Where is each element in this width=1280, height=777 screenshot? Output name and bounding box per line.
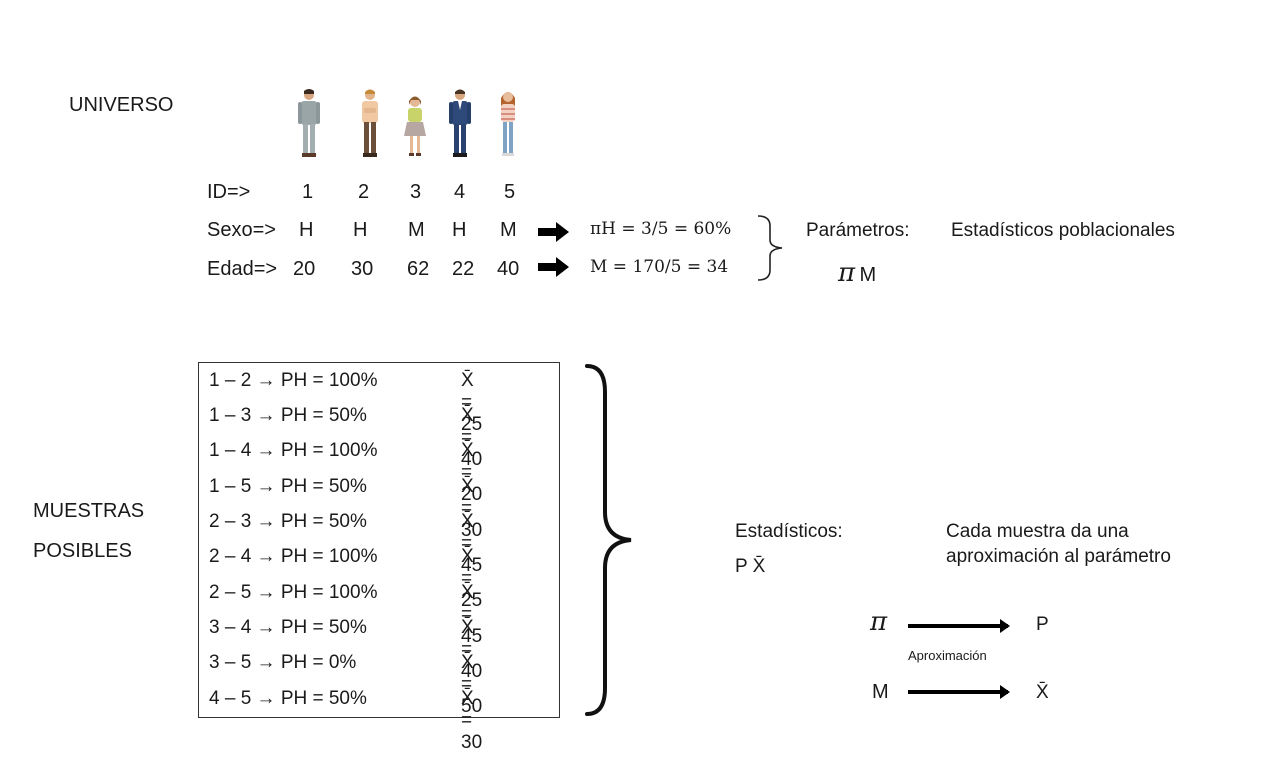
table-row: 1 – 3 → PH = 50% X̄ = 40: [209, 405, 482, 470]
table-row: 1 – 4 → PH = 100% X̄ = 20: [209, 440, 482, 505]
sample-pair: 2 – 5 → PH = 100%: [209, 582, 378, 603]
edad-label: Edad=>: [207, 258, 278, 280]
id-value: 4: [454, 181, 466, 203]
sexo-value: H: [353, 219, 368, 241]
approximation-arrow-icon: [908, 619, 1010, 633]
right-brace-icon: [757, 215, 783, 281]
edad-value: 40: [497, 258, 520, 280]
approximation-arrow-icon: [908, 685, 1010, 699]
sample-pair: 1 – 3 → PH = 50%: [209, 405, 367, 426]
right-arrow-icon: [538, 222, 569, 242]
sample-mean: X̄ = 30: [461, 476, 483, 541]
sample-pair: 2 – 3 → PH = 50%: [209, 511, 367, 532]
pi-symbol: π: [870, 607, 888, 637]
man-gray-suit-icon: [296, 88, 322, 165]
sample-mean: X̄ = 40: [461, 405, 483, 470]
table-row: 2 – 5 → PH = 100% X̄ = 45: [209, 582, 482, 647]
sample-mean: X̄ = 45: [461, 511, 483, 576]
man-blue-suit-icon: [448, 88, 472, 165]
xbar-symbol: X̄: [1036, 682, 1049, 703]
note-line1: Cada muestra da una: [946, 521, 1129, 542]
woman-striped-icon: [496, 88, 520, 165]
sample-pair: 3 – 4 → PH = 50%: [209, 617, 367, 638]
population-statistics-label: Estadísticos poblacionales: [951, 220, 1175, 241]
table-row: 1 – 2 → PH = 100% X̄ = 25: [209, 370, 482, 435]
table-row: 4 – 5 → PH = 50% X̄ = 30: [209, 688, 482, 753]
table-row: 1 – 5 → PH = 50% X̄ = 30: [209, 476, 482, 541]
table-row: 2 – 4 → PH = 100% X̄ = 25: [209, 546, 482, 611]
approximation-label: Aproximación: [908, 648, 987, 663]
universe-title: UNIVERSO: [69, 94, 174, 116]
table-row: 2 – 3 → PH = 50% X̄ = 45: [209, 511, 482, 576]
sample-pair: 1 – 2 → PH = 100%: [209, 370, 378, 391]
sample-pair: 2 – 4 → PH = 100%: [209, 546, 378, 567]
edad-value: 62: [407, 258, 430, 280]
table-row: 3 – 5 → PH = 0% X̄ = 50: [209, 652, 482, 717]
note-line2: aproximación al parámetro: [946, 546, 1171, 567]
sample-pair: 3 – 5 → PH = 0%: [209, 652, 357, 673]
samples-title-line1: MUESTRAS: [33, 500, 145, 522]
formula-mean: M = 170/5 = 34: [590, 257, 729, 277]
sexo-value: H: [452, 219, 467, 241]
m-symbol: M: [872, 681, 889, 703]
id-value: 2: [358, 181, 370, 203]
sample-mean: X̄ = 25: [461, 370, 483, 435]
samples-title-line2: POSIBLES: [33, 540, 132, 562]
sample-pair: 4 – 5 → PH = 50%: [209, 688, 367, 709]
right-arrow-icon: [538, 257, 569, 277]
p-symbol: P: [1036, 614, 1049, 635]
man-casual-icon: [358, 88, 382, 165]
sexo-value: M: [408, 219, 425, 241]
edad-value: 22: [452, 258, 475, 280]
sample-mean: X̄ = 50: [461, 652, 483, 717]
table-row: 3 – 4 → PH = 50% X̄ = 40: [209, 617, 482, 682]
id-value: 3: [410, 181, 422, 203]
sample-pair: 1 – 4 → PH = 100%: [209, 440, 378, 461]
edad-value: 20: [293, 258, 316, 280]
sexo-value: H: [299, 219, 314, 241]
id-value: 1: [302, 181, 314, 203]
parameters-label: Parámetros:: [806, 220, 910, 241]
m-symbol: M: [859, 264, 877, 286]
statistics-label: Estadísticos:: [735, 521, 843, 542]
sexo-label: Sexo=>: [207, 219, 276, 241]
parameters-symbols: π M: [838, 258, 876, 288]
statistics-symbols: P X̄: [735, 556, 766, 577]
sample-mean: X̄ = 45: [461, 582, 483, 647]
sample-mean: X̄ = 30: [461, 688, 483, 753]
id-value: 5: [504, 181, 516, 203]
formula-proportion: πH = 3/5 = 60%: [590, 219, 732, 239]
sample-mean: X̄ = 40: [461, 617, 483, 682]
id-label: ID=>: [207, 181, 251, 203]
sample-pair: 1 – 5 → PH = 50%: [209, 476, 367, 497]
edad-value: 30: [351, 258, 374, 280]
woman-skirt-icon: [402, 88, 428, 165]
samples-table: 1 – 2 → PH = 100% X̄ = 25 1 – 3 → PH = 50…: [198, 362, 560, 753]
pi-symbol: π: [838, 258, 856, 288]
sample-mean: X̄ = 25: [461, 546, 483, 611]
sample-mean: X̄ = 20: [461, 440, 483, 505]
large-right-brace-icon: [585, 364, 632, 716]
sexo-value: M: [500, 219, 517, 241]
